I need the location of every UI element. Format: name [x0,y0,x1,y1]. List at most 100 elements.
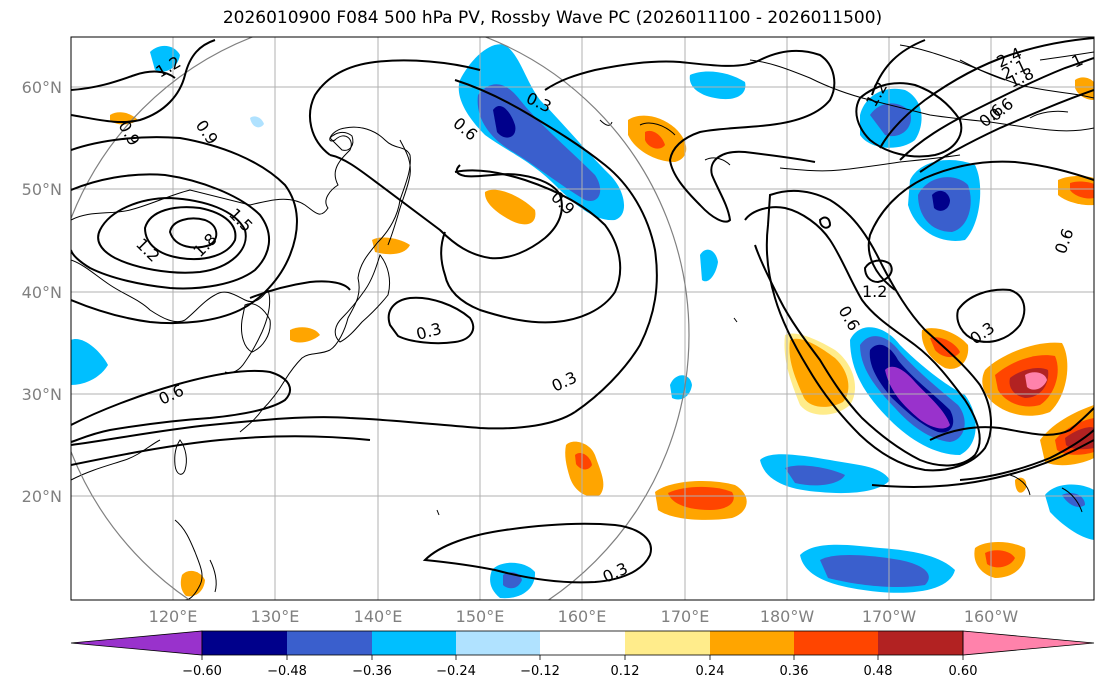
contour-label: 1.2 [132,234,163,265]
shade-negative-12 [670,375,692,400]
radius-circle [71,37,690,600]
shade-negative-1c [493,105,516,138]
pv-anomaly-shading [71,44,1094,599]
coastlines [71,44,1094,600]
latitude-label: 50°N [22,180,62,199]
map-title: 2026010900 F084 500 hPa PV, Rossby Wave … [222,8,883,28]
colorbar-bin [625,631,710,655]
contour-15 [387,296,475,345]
contour-24 [919,89,1094,173]
contour-17 [544,49,836,223]
contour-20 [855,82,963,158]
colorbar-tick-label: 0.36 [780,664,809,679]
colorbar-tick-label: 0.24 [696,664,725,679]
colorbar-bin [202,631,287,655]
longitude-label: 130°E [251,607,300,626]
contour-3 [71,136,298,325]
contour-7 [168,217,218,249]
longitude-label: 120°E [149,607,198,626]
colorbar-bin [540,631,625,655]
colorbar-bin [794,631,878,655]
colorbar-tick-label: 0.48 [864,664,893,679]
shade-positive-15 [180,570,205,597]
contour-12 [309,59,481,156]
contour-13 [329,154,563,260]
colorbar-bin [372,631,456,655]
latitude-labels: 60°N 50°N 40°N 30°N 20°N [22,78,62,506]
shade-positive-10b [575,453,592,470]
contour-label: 0.3 [966,318,998,348]
longitude-label: 150°E [456,607,505,626]
colorbar-bin [878,631,963,655]
shade-positive-1b [645,130,665,149]
shade-positive-11b [668,486,734,510]
shade-positive-6b [789,338,849,407]
longitude-labels: 120°E 130°E 140°E 150°E 160°E 170°E 180°… [149,607,1019,626]
latitude-label: 20°N [22,487,62,506]
contour-26 [956,288,1026,343]
colorbar-tick-label: −0.48 [267,664,307,679]
colorbar-bin [287,631,372,655]
colorbar-bin [70,630,203,656]
contour-25 [867,160,1094,291]
shade-negative-5b [785,465,845,486]
colorbar-bin [456,631,540,655]
colorbar-tick-label: 0.60 [949,664,978,679]
shade-positive-3 [372,237,410,255]
colorbar: −0.60 −0.48 −0.36 −0.24 −0.12 0.12 0.24 … [70,630,1095,679]
longitude-label: 160°E [558,607,607,626]
contour-label: 0.6 [835,303,864,335]
contour-30 [863,259,893,284]
shade-negative-7b [1062,493,1085,507]
contour-8 [71,369,291,443]
colorbar-tick-label: −0.36 [352,664,392,679]
contour-14 [440,169,622,324]
contour-label: 0.6 [1051,226,1078,256]
graticule [71,37,1094,600]
contour-31 [818,216,832,229]
shade-negative-10 [689,71,746,100]
contour-6 [143,206,237,261]
longitude-label: 180°W [760,607,815,626]
contour-10 [71,435,371,466]
shade-positive-4 [290,327,320,343]
contour-11 [454,79,658,413]
contour-9 [71,411,576,446]
latitude-label: 40°N [22,283,62,302]
colorbar-bin [710,631,794,655]
contour-4 [71,173,271,290]
contour-22 [879,37,1094,149]
colorbar-tick-label: −0.24 [436,664,476,679]
longitude-label: 160°W [964,607,1019,626]
contour-label: 1.2 [862,282,887,301]
contour-label: 0.3 [600,559,631,587]
contour-32 [422,522,652,584]
shade-negative-3c [932,190,950,211]
shade-positive-13b [1070,181,1094,199]
contour-28 [959,429,1094,481]
pv-contours [71,37,1094,584]
contour-29 [871,439,1094,488]
contour-27 [929,407,1094,441]
longitude-label: 170°W [862,607,917,626]
colorbar-tick-label: 0.12 [611,664,640,679]
contour-label: 0.3 [549,368,580,396]
colorbar-tick-label: −0.60 [182,664,222,679]
shade-negative-2b [870,103,911,137]
colorbar-tick-label: −0.12 [520,664,560,679]
latitude-label: 30°N [22,385,62,404]
shade-positive-16 [1015,477,1027,493]
contour-2 [71,39,216,124]
shade-positive-12b [985,550,1015,568]
contour-23 [899,57,1094,161]
contour-19 [765,189,992,472]
shade-negative-4d [885,366,950,429]
shade-negative-14 [250,116,264,128]
contour-16 [249,280,351,299]
shade-positive-8d [1025,372,1047,390]
longitude-label: 170°E [661,607,710,626]
contour-21 [871,39,926,96]
contour-1 [71,70,176,91]
contour-label: 0.9 [192,116,222,148]
